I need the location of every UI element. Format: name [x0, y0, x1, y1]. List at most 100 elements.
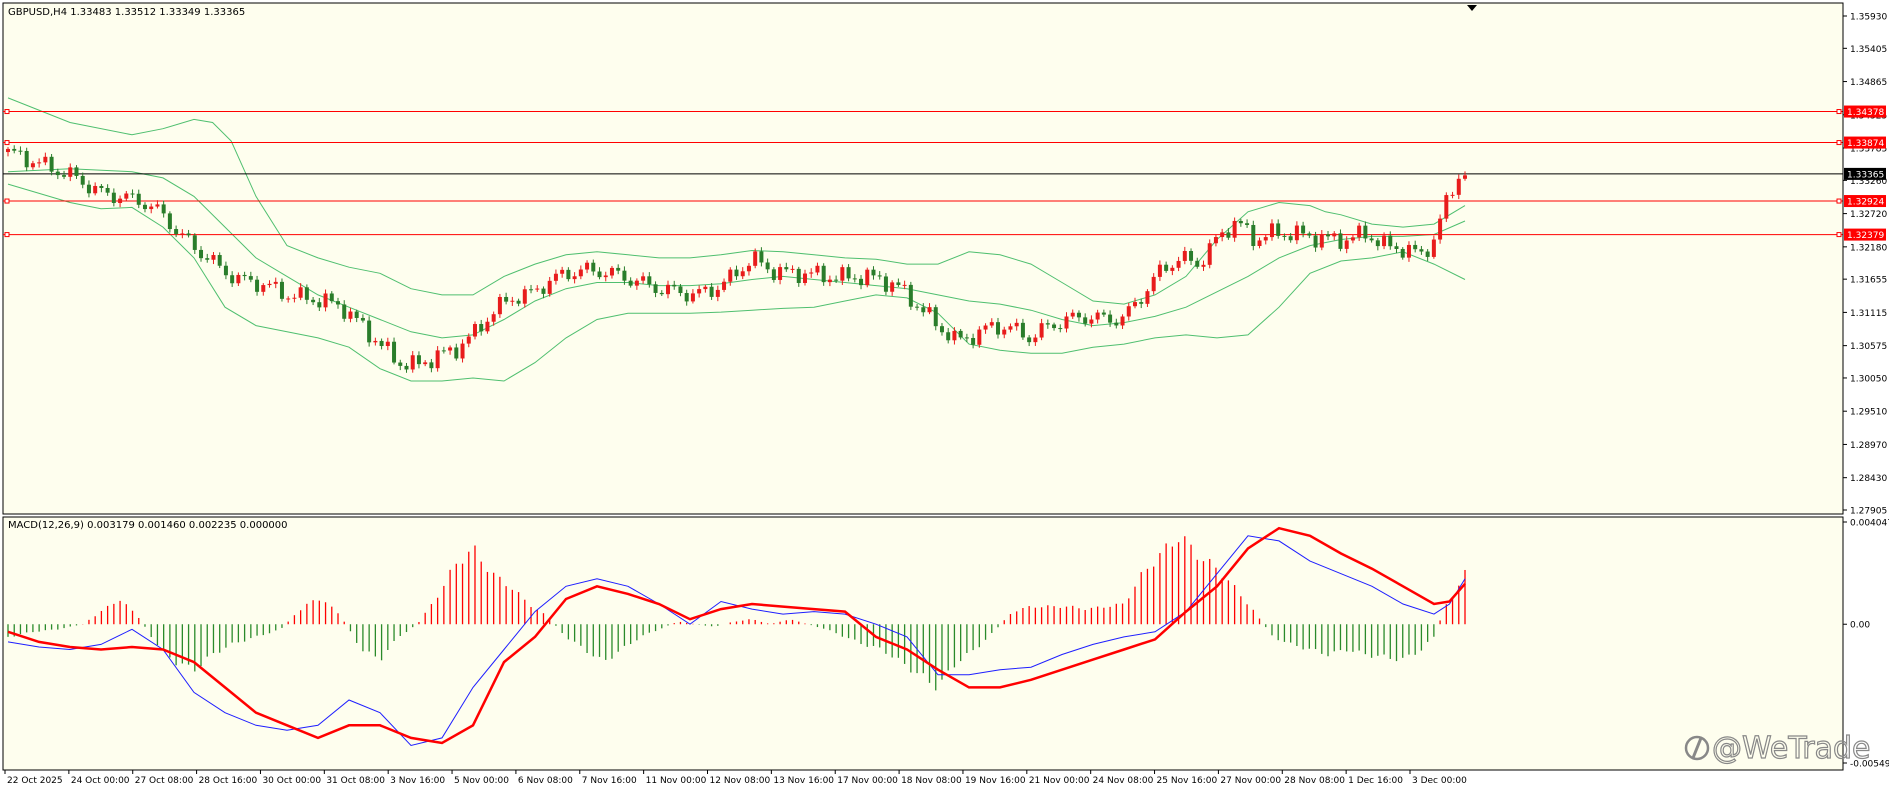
candle-bear: [647, 276, 652, 285]
candle-bull: [977, 329, 982, 345]
candle-bull: [983, 325, 988, 330]
macd-tick-label: 0.00: [1850, 621, 1870, 631]
candle-bull: [1170, 267, 1175, 271]
macd-panel[interactable]: MACD(12,26,9) 0.003179 0.001460 0.002235…: [2, 516, 1844, 771]
candle-bull: [149, 206, 154, 210]
candle-bull: [267, 283, 272, 286]
candle-bull: [585, 262, 590, 270]
candle-bull: [410, 355, 415, 370]
candle-bear: [1419, 249, 1424, 252]
time-tick-label: 31 Oct 08:00: [326, 776, 385, 786]
candle-bull: [641, 276, 646, 281]
candle-bull: [261, 285, 266, 292]
candle-bear: [616, 267, 621, 271]
candle-bull: [1176, 260, 1181, 268]
candle-bull: [578, 269, 583, 277]
level-price-label: 1.34378: [1847, 108, 1884, 118]
macd-axis[interactable]: 0.004047 0.00 -0.005493: [1842, 517, 1889, 770]
candle-bull: [715, 289, 720, 297]
bollinger-middle-line: [7, 168, 1466, 339]
candle-bear: [392, 341, 397, 363]
candle-bear: [80, 175, 85, 185]
candle-bull: [1126, 306, 1131, 317]
price-axis[interactable]: 1.359301.354051.348651.343251.337851.332…: [1842, 3, 1887, 517]
time-tick-label: 13 Nov 16:00: [773, 776, 834, 786]
candle-bear: [255, 279, 260, 292]
candle-bull: [827, 279, 832, 283]
candle-bull: [286, 298, 291, 300]
candle-bear: [541, 288, 546, 294]
candle-bear: [784, 267, 789, 270]
candle-bull: [809, 272, 814, 274]
level-anchor-icon: [1836, 109, 1842, 115]
candle-bull: [292, 297, 297, 299]
candle-bear: [1058, 328, 1063, 330]
candle-bull: [666, 284, 671, 295]
candle-bear: [111, 192, 116, 204]
candle-bear: [1020, 322, 1025, 338]
candle-bear: [24, 150, 29, 168]
time-tick-label: 7 Nov 16:00: [582, 776, 637, 786]
candle-bear: [1288, 236, 1293, 241]
candle-bear: [205, 258, 210, 260]
candle-bear: [242, 274, 247, 277]
candle-bull: [753, 251, 758, 266]
candle-bull: [491, 314, 496, 322]
candle-bull: [180, 233, 185, 235]
candle-bear: [1425, 251, 1430, 257]
candle-bear: [771, 269, 776, 280]
candle-bear: [1369, 238, 1374, 241]
candle-bear: [933, 307, 938, 327]
candle-bear: [1108, 314, 1113, 323]
candle-bear: [105, 187, 110, 193]
chart-shift-marker-icon[interactable]: [1467, 5, 1477, 11]
time-tick-label: 27 Oct 08:00: [135, 776, 194, 786]
level-price-label: 1.33365: [1847, 170, 1884, 180]
candle-bear: [1276, 223, 1281, 236]
price-tick-label: 1.30050: [1850, 374, 1887, 384]
candle-bear: [142, 204, 147, 210]
candle-bull: [68, 167, 73, 177]
candle-bull: [448, 347, 453, 351]
candle-bull: [1357, 225, 1362, 238]
candle-bear: [1413, 244, 1418, 250]
candle-bear: [996, 322, 1001, 335]
candle-bull: [1014, 322, 1019, 327]
candle-bull: [466, 336, 471, 344]
candle-bear: [217, 255, 222, 266]
candle-bear: [821, 265, 826, 283]
candle-bear: [939, 326, 944, 333]
candle-bull: [1344, 240, 1349, 249]
candle-bear: [161, 204, 166, 214]
candle-bull: [865, 269, 870, 286]
time-tick-label: 27 Nov 00:00: [1220, 776, 1281, 786]
time-tick-label: 3 Dec 00:00: [1412, 776, 1467, 786]
candle-bear: [1375, 240, 1380, 247]
candle-bear: [1195, 260, 1200, 267]
price-plot-area[interactable]: [2, 2, 1844, 515]
candle-bull: [778, 267, 783, 280]
candle-bear: [248, 276, 253, 280]
candle-bull: [740, 271, 745, 277]
time-tick-label: 18 Nov 08:00: [901, 776, 962, 786]
time-axis[interactable]: 22 Oct 2025 24 Oct 00:00 27 Oct 08:00 28 Oc…: [4, 770, 1467, 786]
watermark: @WeTrade: [1684, 730, 1871, 767]
level-price-tag: [1844, 167, 1886, 180]
signal-line: [7, 526, 1466, 745]
candle-bear: [1189, 251, 1194, 261]
candle-bull: [211, 255, 216, 260]
time-tick-label: 19 Nov 16:00: [965, 776, 1026, 786]
price-tick-label: 1.31115: [1850, 309, 1887, 319]
candle-bear: [62, 175, 67, 177]
candle-bear: [628, 280, 633, 286]
price-panel[interactable]: GBPUSD,H4 1.33483 1.33512 1.33349 1.3336…: [2, 2, 1844, 515]
candle-bull: [572, 276, 577, 280]
candle-bull: [1120, 316, 1125, 326]
candle-bear: [896, 282, 901, 285]
candle-bull: [1095, 312, 1100, 320]
candle-bull: [840, 267, 845, 281]
candle-bull: [118, 198, 123, 204]
price-tick-label: 1.31655: [1850, 276, 1887, 286]
price-tick-label: 1.28970: [1850, 441, 1887, 451]
candle-bear: [342, 304, 347, 319]
